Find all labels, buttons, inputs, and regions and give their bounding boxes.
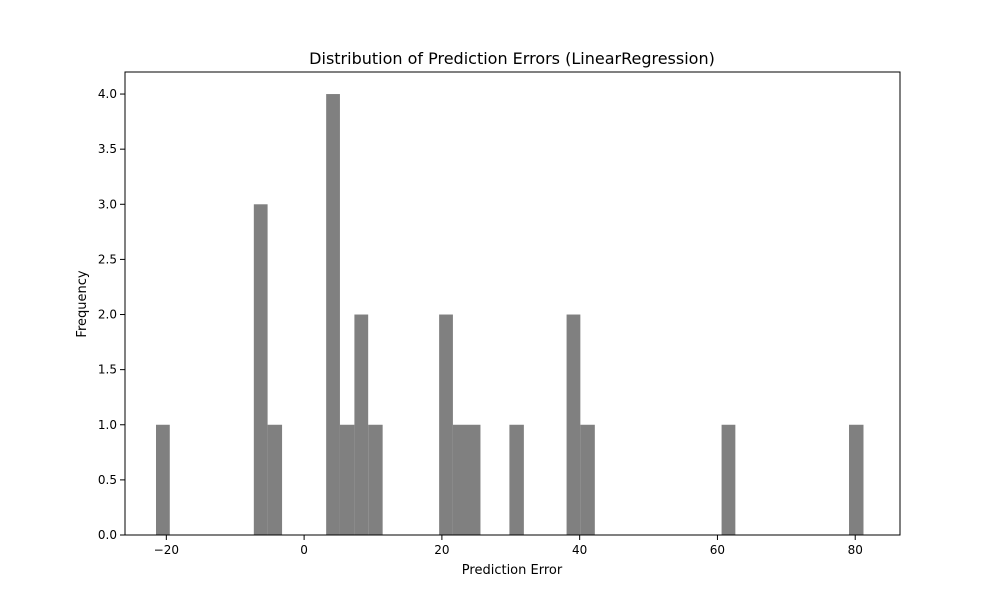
plot-frame	[124, 71, 901, 536]
y-axis-ticks: 0.0 0.5 1.0 1.5 2.0 2.5 3.0 3.5 4.0	[98, 87, 125, 542]
histogram-bar	[253, 204, 268, 536]
chart-title: Distribution of Prediction Errors (Linea…	[309, 49, 715, 68]
y-tick-label: 1.5	[98, 363, 117, 377]
histogram-bar	[721, 424, 736, 535]
x-tick-label: −20	[154, 543, 179, 557]
histogram-bar	[849, 424, 864, 535]
histogram-bar	[339, 424, 355, 535]
histogram-bar	[580, 424, 595, 535]
x-tick-label: 60	[710, 543, 725, 557]
histogram-bar	[354, 314, 369, 535]
histogram-bar	[439, 314, 453, 535]
x-axis-ticks: −20 0 20 40 60 80	[154, 535, 863, 557]
y-tick-label: 2.0	[98, 308, 117, 322]
y-tick-label: 2.5	[98, 252, 117, 266]
y-tick-label: 3.5	[98, 142, 117, 156]
histogram-bar	[267, 424, 283, 535]
x-tick-label: 80	[848, 543, 863, 557]
y-axis-label: Frequency	[75, 270, 90, 337]
x-axis-label: Prediction Error	[462, 563, 563, 578]
bars-group	[156, 94, 864, 536]
histogram-bar	[326, 94, 340, 536]
histogram-bar	[509, 424, 524, 535]
histogram-bar	[368, 424, 383, 535]
histogram-bar	[566, 314, 581, 535]
x-tick-label: 0	[300, 543, 308, 557]
y-tick-label: 4.0	[98, 87, 117, 101]
y-tick-label: 0.0	[98, 528, 117, 542]
x-tick-label: 20	[434, 543, 449, 557]
y-tick-label: 3.0	[98, 197, 117, 211]
y-tick-label: 0.5	[98, 473, 117, 487]
x-tick-label: 40	[572, 543, 587, 557]
histogram-bar	[156, 424, 170, 535]
histogram-bar	[452, 424, 481, 535]
y-tick-label: 1.0	[98, 418, 117, 432]
